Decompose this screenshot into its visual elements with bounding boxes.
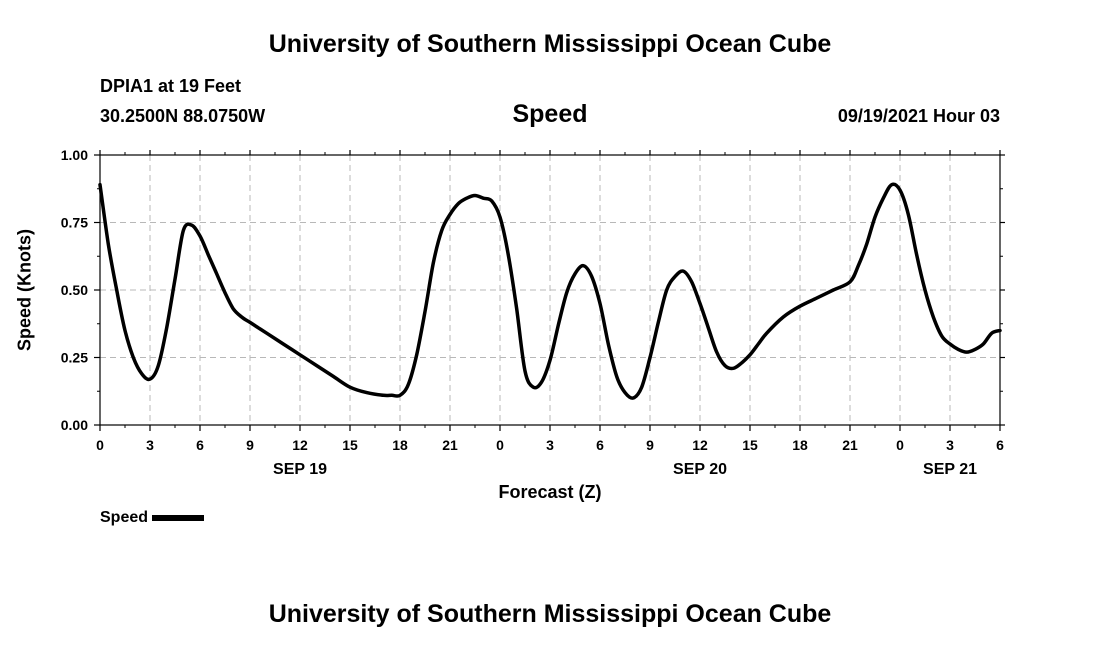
- legend: Speed: [100, 509, 205, 527]
- x-tick-label: 21: [442, 437, 458, 453]
- coordinates-label: 30.2500N 88.0750W: [100, 106, 266, 126]
- datetime-label: 09/19/2021 Hour 03: [837, 106, 1000, 126]
- chart-footer-title: University of Southern Mississippi Ocean…: [268, 600, 832, 628]
- x-tick-label: 0: [496, 437, 504, 453]
- x-tick-label: 21: [842, 437, 858, 453]
- y-tick-label: 0.00: [61, 417, 88, 433]
- x-tick-label: 0: [896, 437, 904, 453]
- x-tick-label: 18: [392, 437, 408, 453]
- speed-series-line: [98, 182, 1002, 400]
- x-tick-label: 12: [692, 437, 708, 453]
- x-tick-label: 6: [596, 437, 604, 453]
- y-tick-label: 0.50: [61, 282, 88, 298]
- date-label: SEP 21: [923, 461, 977, 478]
- y-tick-label: 1.00: [61, 147, 88, 163]
- x-tick-label: 9: [246, 437, 254, 453]
- station-label: DPIA1 at 19 Feet: [100, 76, 242, 96]
- x-tick-label: 6: [996, 437, 1004, 453]
- date-label: SEP 19: [273, 461, 327, 478]
- x-tick-label: 18: [792, 437, 808, 453]
- legend-swatch: [152, 514, 205, 521]
- x-tick-label: 12: [292, 437, 308, 453]
- plot-frame: [99, 154, 1001, 426]
- y-tick-label: 0.25: [61, 350, 88, 366]
- x-tick-label: 15: [742, 437, 758, 453]
- x-tick-label: 3: [146, 437, 154, 453]
- x-tick-label: 3: [946, 437, 954, 453]
- x-tick-label: 0: [96, 437, 104, 453]
- variable-title: Speed: [512, 100, 588, 128]
- x-tick-label: 15: [342, 437, 358, 453]
- legend-label: Speed: [100, 509, 149, 526]
- x-tick-label: 6: [196, 437, 204, 453]
- y-axis-label: Speed (Knots): [14, 228, 35, 352]
- x-tick-label: 3: [546, 437, 554, 453]
- y-tick-label: 0.75: [61, 215, 88, 231]
- grid-lines: [100, 155, 1000, 425]
- x-axis-label: Forecast (Z): [498, 482, 602, 502]
- tick-labels: 0 3 6 9 12 15 18 21 0 3 6 9 12 15 18 21 0 3 6 SEP 19 SEP 20 S…: [61, 147, 1004, 478]
- x-tick-label: 9: [646, 437, 654, 453]
- date-label: SEP 20: [673, 461, 727, 478]
- chart-super-title: University of Southern Mississippi Ocean…: [268, 30, 832, 58]
